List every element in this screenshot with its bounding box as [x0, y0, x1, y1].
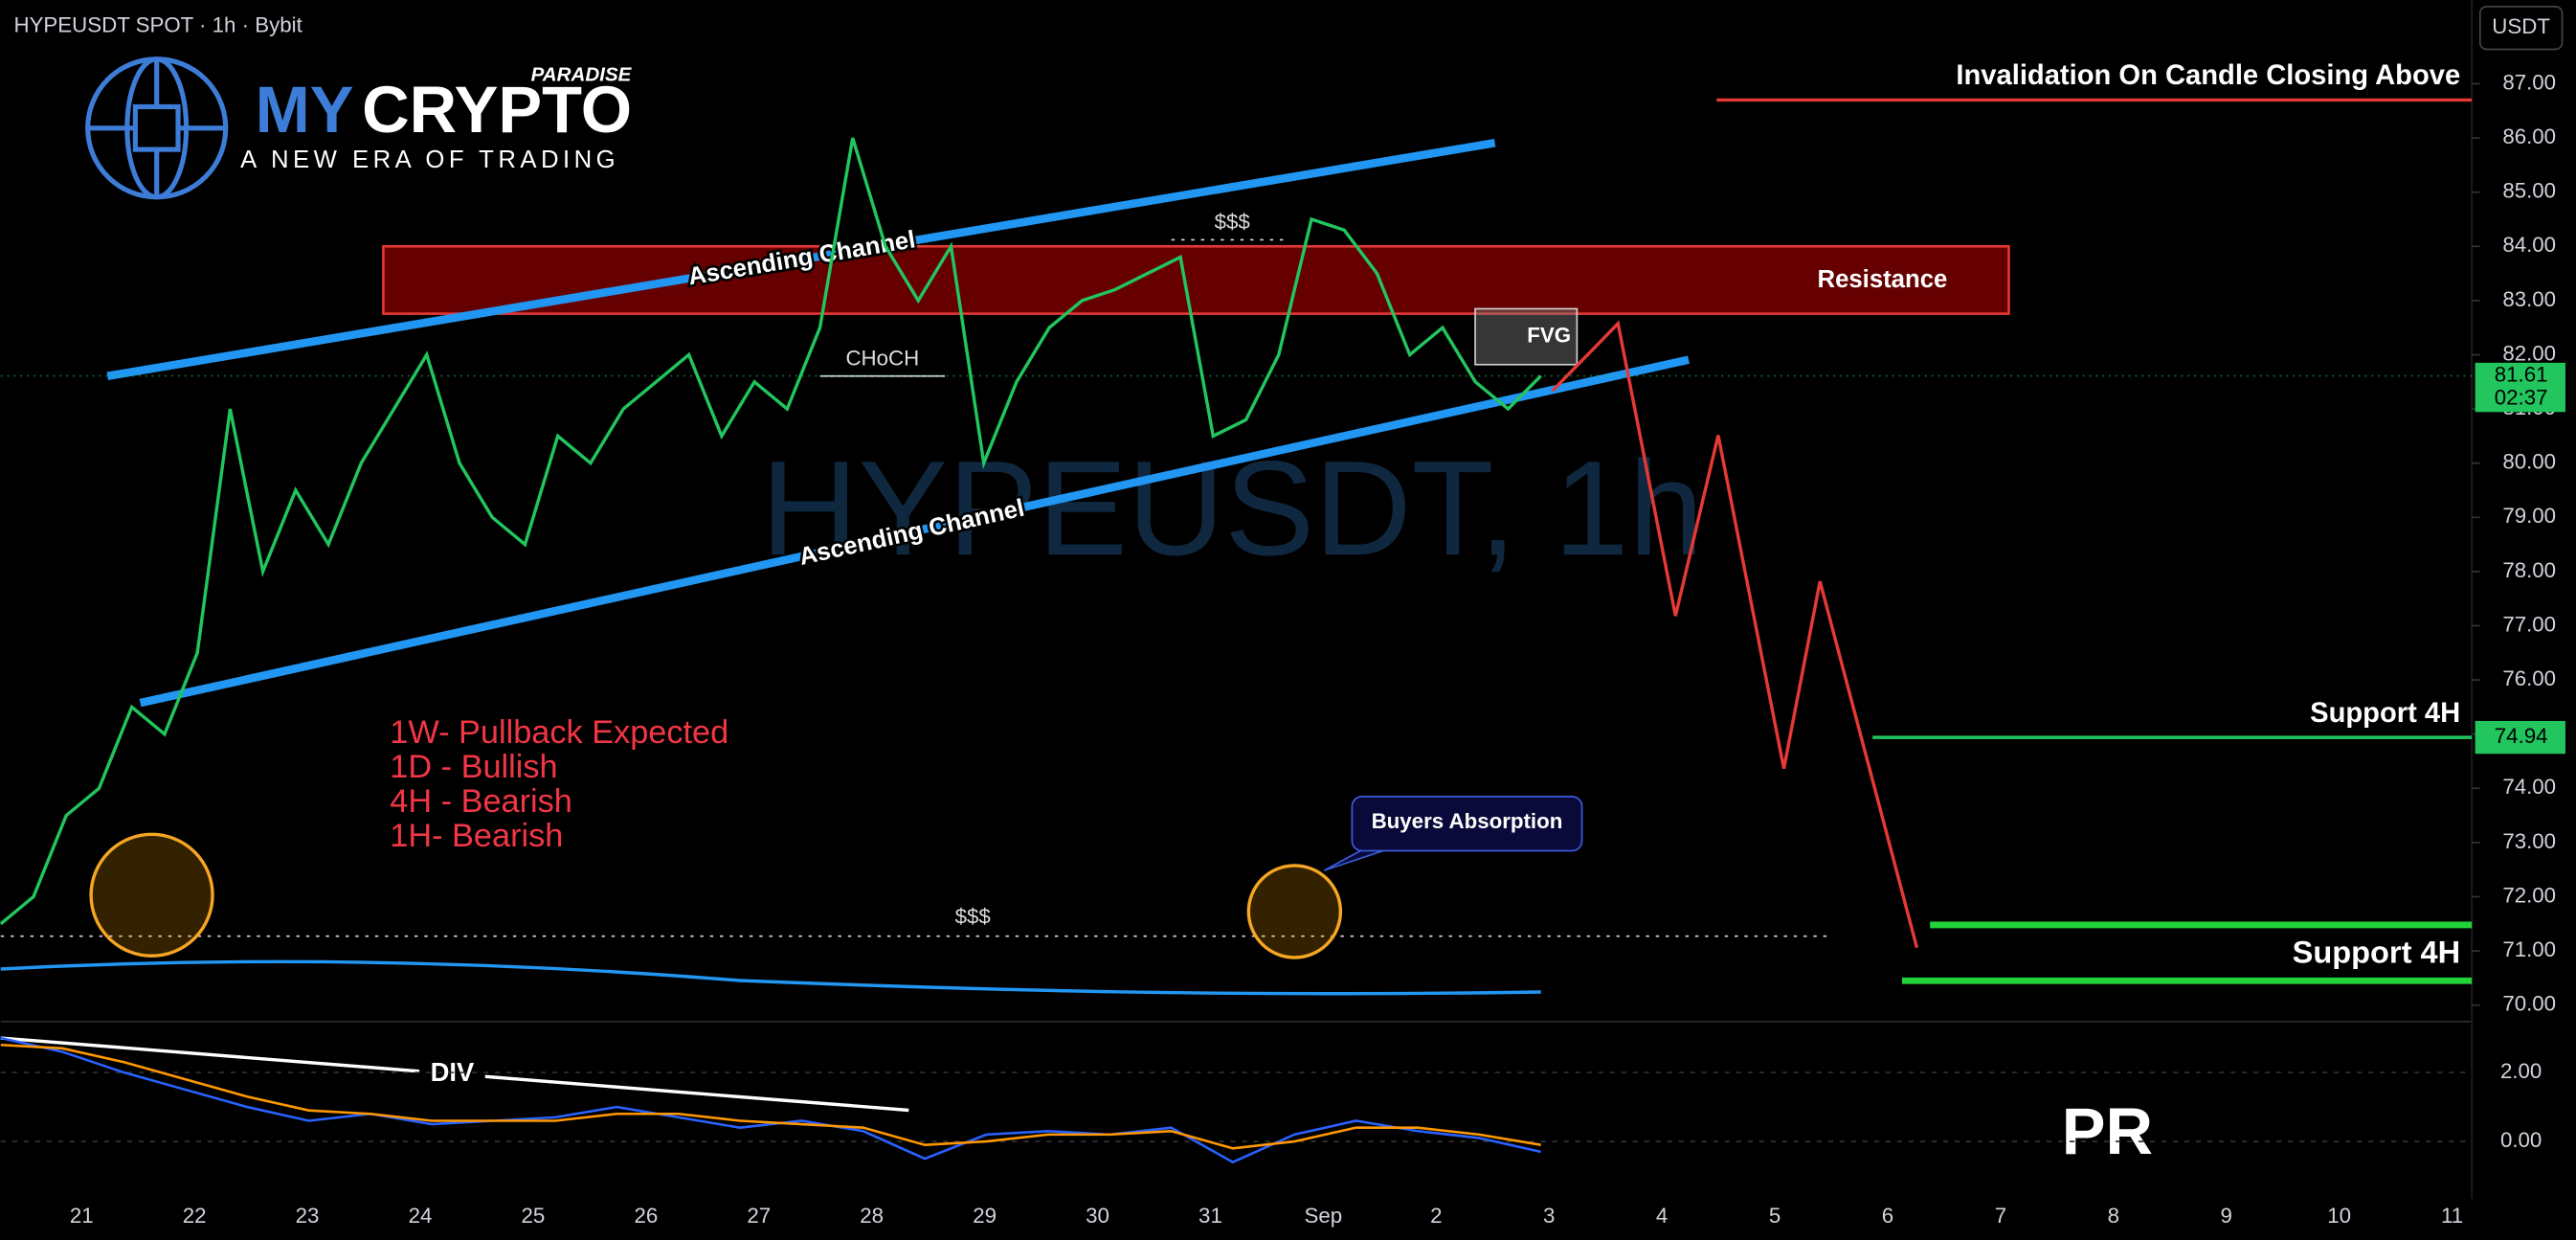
symbol-info: HYPEUSDT SPOT · 1h · Bybit [13, 12, 302, 36]
liquidity-label: $$$ [1215, 210, 1251, 234]
x-tick-label: 29 [973, 1204, 997, 1228]
y-tick-label: 84.00 [2502, 233, 2556, 257]
y-tick-label: 76.00 [2502, 666, 2556, 690]
macd-tick-label: 0.00 [2500, 1128, 2542, 1152]
x-tick-label: 23 [296, 1204, 320, 1228]
y-tick-label: 70.00 [2502, 992, 2556, 1016]
x-tick-label: 3 [1543, 1204, 1555, 1228]
logo-brand-a: MY [256, 73, 354, 147]
x-tick-label: 30 [1086, 1204, 1109, 1228]
bias-label: 1D - Bullish [390, 749, 557, 785]
resistance-label: Resistance [1817, 266, 1947, 293]
y-tick-label: 82.00 [2502, 341, 2556, 365]
absorption-circle [89, 832, 214, 958]
level-label: Invalidation On Candle Closing Above [1956, 60, 2460, 91]
logo-brand-b: CRYPTO [362, 73, 632, 147]
level-price: 74.94 [2495, 724, 2548, 748]
logo-tag: PARADISE [531, 63, 633, 85]
logo [85, 56, 229, 200]
liquidity-label: $$$ [955, 905, 992, 929]
x-tick-label: 5 [1769, 1204, 1781, 1228]
x-tick-label: 21 [70, 1204, 94, 1228]
x-tick-label: 6 [1882, 1204, 1893, 1228]
y-tick-label: 86.00 [2502, 124, 2556, 148]
x-tick-label: 9 [2221, 1204, 2232, 1228]
x-tick-label: 26 [634, 1204, 658, 1228]
x-tick-label: Sep [1305, 1204, 1343, 1228]
x-tick-label: 7 [1995, 1204, 2006, 1228]
macd-line [0, 1036, 1541, 1164]
x-tick-label: 27 [747, 1204, 771, 1228]
fvg-label: FVG [1527, 324, 1571, 348]
callout [1351, 796, 1583, 852]
level-badge [2475, 720, 2565, 755]
currency[interactable]: USDT [2492, 14, 2550, 38]
x-tick-label: 25 [522, 1204, 546, 1228]
countdown-label: 02:37 [2495, 385, 2548, 409]
level-label: Support 4H [2310, 698, 2460, 729]
projection-path [1551, 320, 1919, 949]
resistance-zone [382, 244, 2010, 315]
price-line [0, 137, 1542, 926]
callout-tail [1323, 847, 1389, 871]
absorption-circle [1246, 864, 1343, 959]
bias-label: 1W- Pullback Expected [390, 714, 728, 751]
macd-line [0, 1043, 1541, 1150]
y-tick-label: 85.00 [2502, 179, 2556, 203]
x-tick-label: 28 [860, 1204, 884, 1228]
y-tick-label: 77.00 [2502, 612, 2556, 636]
x-tick-label: 24 [409, 1204, 433, 1228]
macd-tick-label: 2.00 [2500, 1059, 2542, 1083]
y-tick-label: 80.00 [2502, 450, 2556, 474]
logo-slogan: A NEW ERA OF TRADING [240, 147, 619, 173]
watermark: HYPEUSDT, 1h [761, 433, 1704, 583]
y-tick-label: 83.00 [2502, 287, 2556, 311]
last-price-badge [2475, 362, 2565, 413]
y-tick-label: 71.00 [2502, 937, 2556, 961]
bias-label: 1H- Bearish [390, 818, 563, 854]
y-tick-label: 73.00 [2502, 829, 2556, 853]
channel-upper [106, 138, 1496, 381]
x-tick-label: 11 [2441, 1204, 2463, 1228]
x-tick-label: 4 [1656, 1204, 1668, 1228]
y-tick-label: 79.00 [2502, 504, 2556, 528]
x-tick-label: 31 [1198, 1204, 1222, 1228]
bias-label: 4H - Bearish [390, 783, 572, 820]
corner-mark: PR [2062, 1094, 2153, 1168]
callout-label: Buyers Absorption [1372, 809, 1563, 833]
y-tick-label: 72.00 [2502, 883, 2556, 907]
x-tick-label: 8 [2108, 1204, 2119, 1228]
choch-label: CHoCH [845, 347, 919, 371]
y-tick-label: 78.00 [2502, 558, 2556, 582]
x-tick-label: 10 [2327, 1204, 2351, 1228]
fvg-zone [1474, 307, 1579, 366]
x-tick-label: 22 [183, 1204, 207, 1228]
volume-ma [0, 959, 1541, 996]
currency-button[interactable] [2478, 6, 2564, 51]
last-price-label: 81.61 [2495, 362, 2548, 386]
x-tick-label: 2 [1430, 1204, 1442, 1228]
level-label: Support 4H [2293, 935, 2461, 969]
channel-lower [139, 355, 1690, 708]
y-tick-label: 87.00 [2502, 70, 2556, 94]
y-tick-label: 74.00 [2502, 775, 2556, 799]
